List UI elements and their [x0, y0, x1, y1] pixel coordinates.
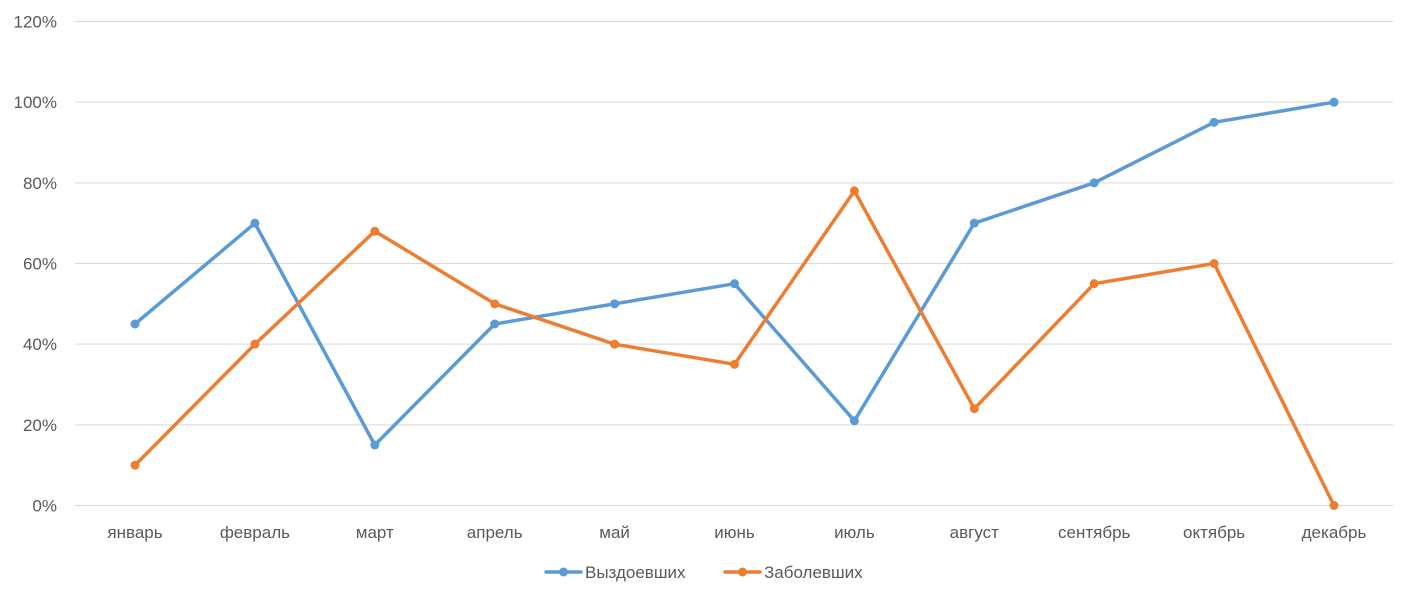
- x-tick-label: июль: [834, 523, 875, 542]
- data-point: [730, 359, 739, 369]
- y-tick-label: 40%: [23, 335, 57, 354]
- legend-label: Выздоевших: [585, 563, 686, 582]
- x-tick-label: октябрь: [1183, 523, 1245, 542]
- x-tick-label: май: [599, 523, 630, 542]
- series-1: [130, 97, 1339, 450]
- y-tick-label: 120%: [14, 13, 57, 32]
- data-point: [1329, 501, 1339, 510]
- data-point: [130, 460, 140, 470]
- legend-item: Выздоевших: [544, 563, 686, 582]
- x-tick-label: август: [950, 523, 999, 542]
- data-point: [490, 299, 500, 309]
- data-point: [1209, 117, 1219, 127]
- data-point: [1089, 279, 1099, 289]
- series-line: [133, 189, 1336, 508]
- y-tick-label: 0%: [32, 497, 57, 516]
- data-point: [370, 440, 380, 450]
- y-axis: 0% 20% 40% 60% 80% 100% 120%: [14, 13, 57, 516]
- series-2: [130, 186, 1339, 510]
- data-point: [1089, 178, 1099, 188]
- data-point: [250, 218, 260, 228]
- x-tick-label: январь: [107, 523, 162, 542]
- data-point: [610, 339, 620, 349]
- data-point: [969, 404, 979, 414]
- data-point: [730, 279, 739, 289]
- gridlines: [75, 21, 1393, 506]
- legend-marker-icon: [559, 567, 568, 577]
- data-point: [849, 416, 859, 426]
- data-point: [1329, 97, 1339, 107]
- x-axis: январь февраль март апрель май июнь июль август…: [107, 523, 1366, 542]
- x-tick-label: апрель: [467, 523, 523, 542]
- data-point: [1209, 259, 1219, 268]
- x-tick-label: февраль: [220, 523, 290, 542]
- data-point: [490, 319, 500, 329]
- legend-label: Заболевших: [764, 563, 863, 582]
- data-point: [130, 319, 140, 329]
- x-tick-label: июнь: [714, 523, 755, 542]
- data-point: [370, 226, 380, 236]
- x-tick-label: март: [356, 523, 394, 542]
- data-point: [610, 299, 620, 309]
- data-point: [849, 186, 859, 196]
- legend-item: Заболевших: [723, 563, 863, 582]
- data-point: [969, 218, 979, 228]
- data-point: [250, 339, 260, 349]
- y-tick-label: 60%: [23, 255, 57, 274]
- y-tick-label: 80%: [23, 174, 57, 193]
- legend-marker-icon: [738, 567, 747, 577]
- legend: Выздоевших Заболевших: [544, 563, 863, 582]
- series-group: [130, 97, 1339, 510]
- x-tick-label: декабрь: [1302, 523, 1367, 542]
- y-tick-label: 20%: [23, 416, 57, 435]
- y-tick-label: 100%: [14, 93, 57, 112]
- x-tick-label: сентябрь: [1058, 523, 1131, 542]
